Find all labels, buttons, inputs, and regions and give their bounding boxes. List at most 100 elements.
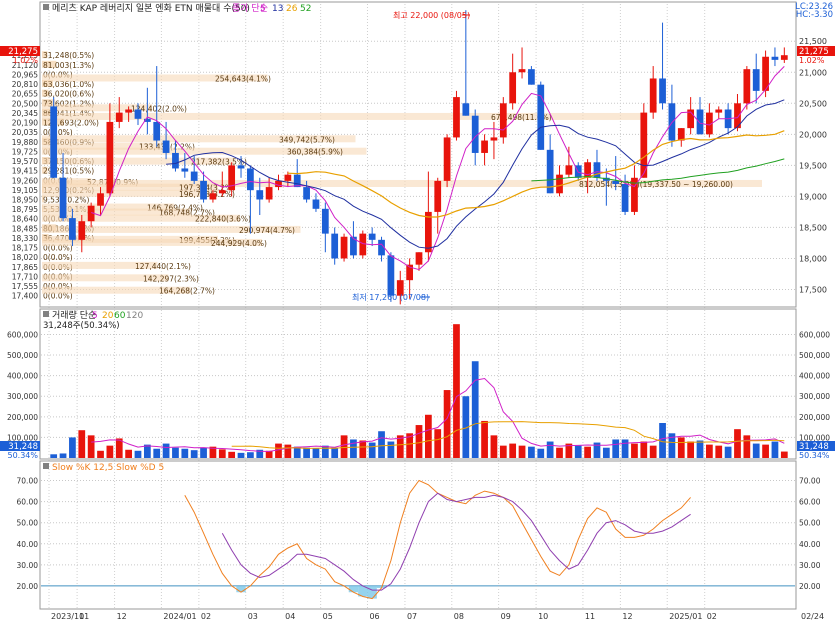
ma26-label: 26 (286, 4, 298, 14)
stoch-tick-label-right: 60.00 (799, 498, 821, 507)
volume-tick-label-left: 400,000 (7, 372, 38, 381)
last-price-tag-left (0, 46, 40, 56)
volume-bar (509, 443, 517, 458)
volume-bar (780, 451, 788, 458)
stoch-tick-label-right: 30.00 (799, 561, 821, 570)
volume-bar (499, 445, 507, 458)
profile-bar (42, 157, 235, 165)
volume-bar (537, 448, 545, 458)
x-tick-label: 09 (501, 612, 511, 621)
volume-bar (424, 414, 432, 458)
candle-body (771, 56, 779, 60)
volume-bar (312, 448, 320, 458)
candle-body (209, 193, 217, 200)
profile-price-label: 20,190 (12, 119, 38, 128)
profile-bar (42, 208, 191, 216)
volume-bar (471, 361, 479, 458)
vol-ma5-label: 5 (92, 311, 98, 321)
profile-bar (42, 238, 262, 246)
price-tick-label-right: 21,500 (799, 37, 827, 46)
volume-bar (574, 445, 582, 458)
price-tick-label-right: 18,500 (799, 223, 827, 232)
price-tick-label-right: 18,000 (799, 254, 827, 263)
profile-bar (42, 189, 218, 197)
profile-label: 81,003(1.3%) (43, 61, 94, 70)
stoch-panel-frame (39, 460, 797, 610)
candle-body (350, 236, 357, 256)
stoch-menu-icon[interactable] (43, 463, 49, 469)
volume-bar (621, 439, 629, 458)
profile-label: 124,402(2.0%) (131, 104, 187, 113)
volume-bar (78, 430, 86, 458)
profile-bar (42, 261, 158, 269)
volume-ma5-line (91, 377, 785, 453)
profile-label: 31,248(0.5%) (43, 51, 94, 60)
ma13-line (166, 99, 785, 249)
volume-bar (50, 454, 58, 458)
panel-menu-icon[interactable] (43, 4, 49, 10)
volume-bar (734, 429, 741, 458)
x-tick-label: 06 (369, 612, 379, 621)
candle-body (471, 115, 479, 153)
profile-label: 0(0.0%) (43, 282, 73, 291)
candle-body (640, 112, 648, 178)
profile-bar (42, 51, 48, 59)
slowk-line (184, 479, 691, 600)
price-tick-label-right: 20,000 (799, 130, 827, 139)
profile-price-label: 21,120 (12, 61, 38, 70)
x-tick-label: 02/24 (801, 612, 824, 621)
candle-body (762, 56, 769, 91)
profile-label: 36,020(0.6%) (43, 90, 94, 99)
x-tick-label: 02 (201, 612, 211, 621)
x-tick-label: 02 (707, 612, 717, 621)
volume-bar (284, 444, 292, 458)
profile-label: 254,643(4.1%) (215, 74, 271, 83)
profile-price-label: 19,880 (12, 138, 38, 147)
volume-tick-label-right: 300,000 (799, 392, 830, 401)
x-tick-label: 05 (323, 612, 333, 621)
volume-tick-label-right: 100,000 (799, 433, 830, 442)
volume-bar (752, 443, 760, 458)
volume-bar (771, 441, 779, 458)
x-tick-label: 2023/10 (51, 612, 84, 621)
candle-body (78, 221, 86, 240)
volume-bar (378, 431, 385, 458)
volume-bar (368, 442, 376, 458)
volume-bar (97, 450, 104, 458)
volume-bar (181, 448, 189, 458)
profile-price-label: 20,500 (12, 99, 38, 108)
price-tick-label-right: 20,500 (799, 99, 827, 108)
profile-bar (42, 135, 356, 143)
volume-menu-icon[interactable] (43, 311, 49, 317)
candle-body (181, 168, 189, 172)
volume-bar (162, 443, 170, 458)
candle-body (677, 128, 685, 141)
volume-bar (359, 440, 367, 458)
last-pct-right-text: 1.02% (799, 56, 825, 65)
volume-bar (434, 429, 442, 458)
oversold-shade (348, 585, 359, 593)
candle-body (696, 109, 704, 135)
stoch-tick-label-right: 20.00 (799, 582, 821, 591)
candle-body (743, 69, 751, 104)
stoch-tick-label-right: 40.00 (799, 540, 821, 549)
candle-body (537, 84, 545, 150)
ma-label: 종가 단순 (232, 3, 268, 14)
volume-panel-frame (39, 308, 797, 460)
profile-label: 142,297(2.3%) (143, 274, 199, 283)
candle-body (312, 199, 320, 209)
candle-body (69, 218, 76, 240)
candle-body (706, 112, 713, 135)
candle-body (87, 205, 95, 222)
volume-bar (172, 447, 179, 458)
candle-body (387, 255, 395, 296)
profile-price-label: 18,640 (12, 215, 38, 224)
volume-bar (190, 450, 198, 458)
profile-label: 360,384(5.9%) (287, 148, 343, 157)
candlestick-layer (50, 10, 788, 305)
candle-body (490, 137, 498, 141)
volume-pct-right-text: 50.34% (799, 451, 830, 460)
candle-body (125, 109, 132, 113)
candle-body (565, 165, 573, 175)
